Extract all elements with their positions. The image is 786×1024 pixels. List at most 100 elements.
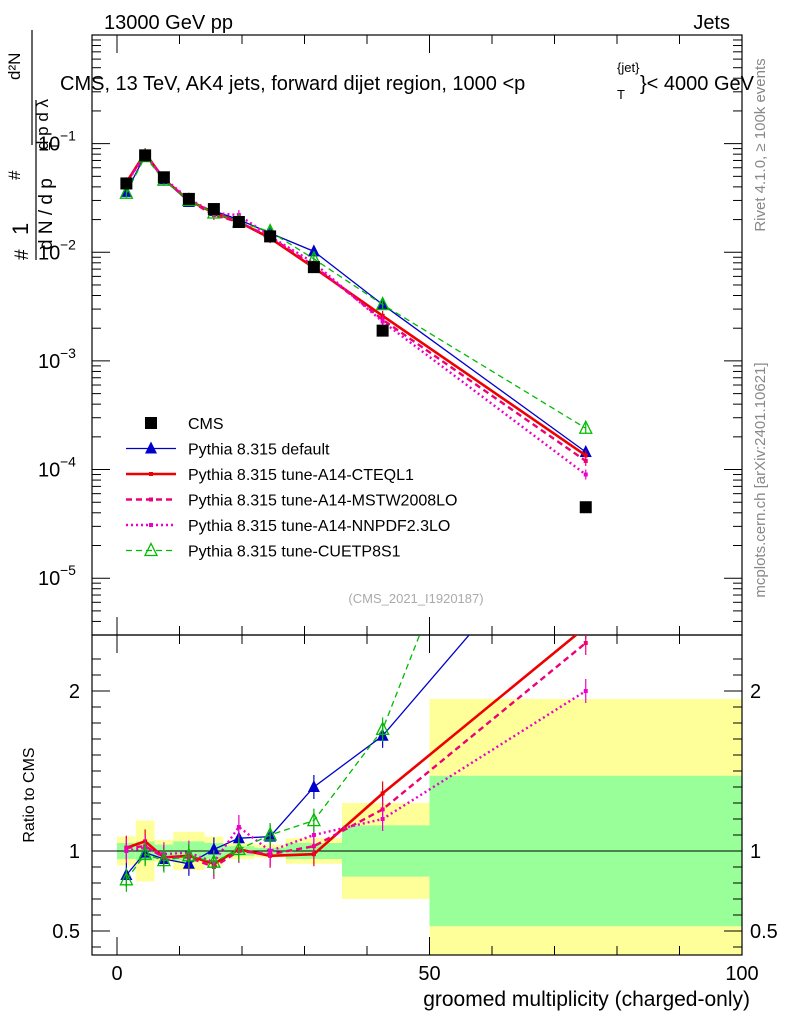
legend: CMS Pythia 8.315 default Pythia 8.315 tune… [126, 416, 457, 561]
ratio-point-5-6 [263, 826, 278, 841]
x-tick-label: 100 [725, 963, 758, 985]
y-tick-label: 10 [38, 242, 60, 264]
data-point-1-7 [307, 244, 320, 257]
legend-label-2: Pythia 8.315 tune-A14-CTEQL1 [188, 467, 414, 484]
ratio-point-5-7 [306, 812, 321, 827]
y-title-hash2: # [5, 170, 24, 180]
y-tick-label: 10 [38, 460, 60, 482]
y-title-d2n: d²N [5, 53, 24, 80]
ratio-line-1 [125, 635, 470, 876]
x-tick-label: 50 [418, 963, 440, 985]
plot-title-tail: }< 4000 GeV [640, 73, 755, 95]
ratio-point-4-6 [268, 849, 273, 853]
main-series [119, 148, 593, 514]
data-point-2-9 [583, 453, 588, 458]
ratio-line-5 [125, 635, 421, 881]
legend-label-3: Pythia 8.315 tune-A14-MSTW2008LO [188, 493, 457, 510]
data-point-0-0 [120, 177, 133, 190]
data-point-0-7 [307, 261, 320, 274]
ratio-line-4 [126, 689, 587, 864]
legend-marker-1 [145, 441, 157, 454]
y-title-denominator-sub: T [46, 142, 61, 150]
ratio-y-tick-label-right: 0.5 [750, 921, 778, 943]
ratio-point-5-1 [138, 845, 153, 860]
ratio-point-1-4 [207, 842, 220, 855]
legend-label-5: Pythia 8.315 tune-CUETP8S1 [188, 544, 401, 561]
ratio-point-4-9 [583, 689, 588, 693]
ratio-point-5-9 [580, 204, 592, 216]
series-line-5 [125, 155, 587, 429]
series-5 [119, 148, 593, 434]
ratio-point-5-5 [231, 840, 246, 856]
ratio-point-2-8 [380, 791, 385, 796]
legend-label-0: CMS [188, 416, 224, 433]
data-point-0-9 [579, 501, 592, 514]
rivet-version-label: Rivet 4.1.0, ≥ 100k events [752, 58, 769, 231]
legend-marker-4 [149, 523, 153, 527]
axis-layer: 10 −510 −410 −310 −210 −10 50 1000.5 0.51 12 2 [38, 34, 778, 985]
legend-label-4: Pythia 8.315 tune-A14-NNPDF2.3LO [188, 518, 450, 535]
series-0 [120, 149, 592, 514]
ratio-y-tick-label-left: 1 [69, 841, 80, 863]
ratio-y-tick-label-left: 0.5 [52, 921, 80, 943]
y-title-num-part: # [12, 249, 33, 260]
ratio-point-5-3 [181, 847, 196, 862]
series-line-2 [125, 150, 587, 457]
y-axis-title: # 1 d N / d p T # d²N d p d λ [5, 30, 61, 260]
ratio-series [119, 204, 592, 892]
ratio-y-tick-label-left: 2 [69, 681, 80, 703]
series-line-3 [125, 152, 587, 462]
series-line-4 [125, 152, 587, 476]
data-point-0-1 [139, 149, 152, 162]
x-axis-label: groomed multiplicity (charged-only) [423, 988, 750, 1011]
main-plot-frame [91, 34, 743, 956]
y-title-one: 1 [8, 223, 33, 235]
data-point-0-8 [376, 324, 389, 337]
y-title-dpt-dlambda: d p d λ [33, 98, 52, 150]
legend-marker-3 [149, 497, 153, 502]
y-tick-exponent: −4 [60, 454, 76, 470]
ratio-point-5-8 [375, 720, 390, 736]
ratio-point-5-0 [119, 871, 134, 886]
legend-marker-0 [145, 417, 157, 429]
y-tick-exponent: −2 [60, 236, 76, 252]
y-tick-exponent: −5 [60, 562, 76, 578]
y-title-denominator: d N / d p [36, 178, 57, 250]
y-tick-exponent: −3 [60, 345, 76, 361]
data-point-0-6 [264, 230, 277, 243]
ratio-point-4-5 [236, 825, 241, 829]
data-point-5-0 [119, 184, 134, 199]
series-layer [119, 148, 593, 892]
ratio-line-2 [125, 635, 579, 866]
y-tick-label: 10 [38, 351, 60, 373]
header-right: Jets [693, 12, 730, 34]
legend-marker-2 [149, 472, 153, 476]
ratio-panel-frame [91, 634, 743, 956]
ratio-point-4-7 [311, 833, 316, 837]
data-point-0-5 [232, 215, 245, 228]
y-tick-label: 10 [38, 568, 60, 590]
plot-title: CMS, 13 TeV, AK4 jets, forward dijet reg… [60, 60, 755, 102]
legend-label-1: Pythia 8.315 default [188, 442, 330, 459]
ratio-y-axis-label: Ratio to CMS [21, 747, 38, 842]
analysis-watermark: (CMS_2021_I1920187) [348, 591, 483, 606]
legend-marker-5 [143, 542, 159, 557]
ratio-series-5 [119, 204, 592, 892]
y-tick-label: 10 [38, 134, 60, 156]
data-point-0-3 [182, 192, 195, 205]
ratio-y-tick-label-right: 1 [750, 841, 761, 863]
ratio-point-5-2 [156, 852, 171, 867]
plot-title-sub: T [617, 87, 625, 102]
data-point-5-8 [375, 296, 390, 311]
ratio-point-4-0 [124, 849, 129, 853]
y-tick-exponent: −1 [60, 128, 76, 144]
data-point-3-9 [583, 458, 588, 463]
ratio-point-5-4 [206, 853, 221, 868]
header-left: 13000 GeV pp [104, 12, 233, 34]
data-point-0-2 [157, 171, 170, 184]
ratio-point-1-7 [307, 780, 320, 792]
data-point-5-9 [578, 419, 593, 434]
data-point-4-8 [380, 319, 385, 324]
data-point-4-9 [583, 472, 588, 477]
data-point-0-4 [207, 203, 220, 216]
